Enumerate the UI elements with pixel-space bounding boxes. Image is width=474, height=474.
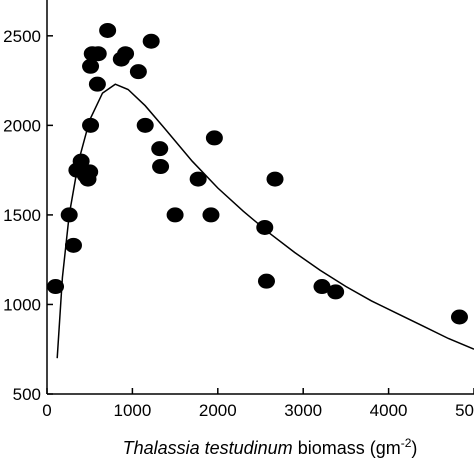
axes: 0 1000 2000 3000 4000 5000 500 1000 1500 2000 2500	[3, 0, 474, 420]
data-point	[313, 279, 331, 295]
data-point	[266, 171, 284, 187]
data-point	[450, 309, 468, 325]
x-axis-title-superscript: -2	[401, 436, 412, 450]
data-point	[327, 284, 345, 300]
data-point	[47, 279, 65, 295]
data-point	[129, 64, 147, 80]
plot-area	[56, 83, 474, 359]
x-tick-label: 4000	[370, 401, 408, 420]
data-point	[89, 46, 107, 62]
x-tick-label: 3000	[284, 401, 322, 420]
data-point	[142, 33, 160, 49]
data-point	[152, 159, 170, 175]
data-point	[64, 237, 82, 253]
data-point	[136, 117, 154, 133]
y-tick-label: 500	[13, 385, 41, 404]
x-axis-title-species: Thalassia testudinum	[123, 438, 293, 458]
x-axis-title-text: biomass (gm	[293, 438, 401, 458]
data-point	[202, 207, 220, 223]
y-tick-label: 1500	[3, 206, 41, 225]
data-point	[60, 207, 78, 223]
fit-curve	[56, 83, 474, 359]
y-tick-label: 2000	[3, 116, 41, 135]
y-tick-label: 1000	[3, 295, 41, 314]
x-axis-title-close: )	[411, 438, 417, 458]
data-point	[257, 273, 275, 289]
data-point	[99, 22, 117, 38]
data-points	[47, 22, 468, 325]
data-point	[205, 130, 223, 146]
y-tick-label: 2500	[3, 27, 41, 46]
x-tick-label: 1000	[113, 401, 151, 420]
x-tick-label: 5000	[455, 401, 474, 420]
data-point	[256, 219, 274, 235]
x-tick-label: 0	[42, 401, 51, 420]
x-axis-title: Thalassia testudinum biomass (gm-2)	[123, 436, 418, 458]
data-point	[151, 141, 169, 157]
data-point	[117, 46, 135, 62]
data-point	[88, 76, 106, 92]
data-point	[82, 117, 100, 133]
data-point	[166, 207, 184, 223]
data-point	[72, 153, 90, 169]
data-point	[189, 171, 207, 187]
x-tick-label: 2000	[199, 401, 237, 420]
data-point	[82, 58, 100, 74]
data-point	[81, 164, 99, 180]
